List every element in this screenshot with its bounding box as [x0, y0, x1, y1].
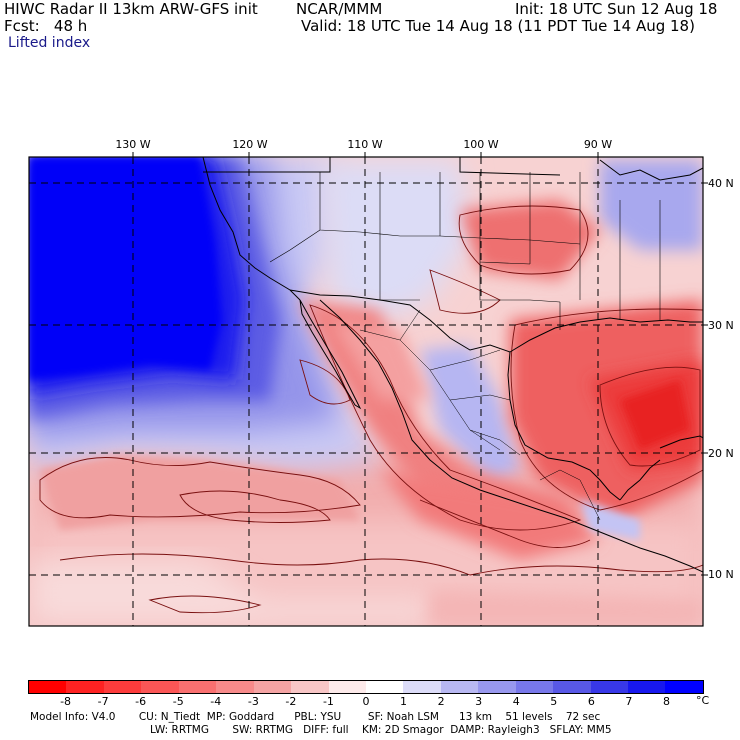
colorbar-segment — [141, 681, 179, 693]
colorbar-segment — [365, 681, 404, 693]
colorbar-tick-label: 7 — [625, 695, 633, 708]
graticule — [29, 157, 703, 626]
colorbar-tick-label: -5 — [172, 695, 184, 708]
colorbar-unit: °C — [696, 694, 710, 707]
colorbar-segment — [328, 681, 366, 693]
longitude-label: 120 W — [232, 138, 268, 151]
coastlines-and-borders — [202, 157, 703, 573]
colorbar-tick-label: -2 — [285, 695, 297, 708]
longitude-label: 110 W — [347, 138, 383, 151]
colorbar-tick-label: 1 — [400, 695, 408, 708]
colorbar-segment — [665, 681, 703, 693]
colorbar-segment — [178, 681, 217, 693]
field-name: Lifted index — [8, 35, 91, 51]
longitude-label: 100 W — [463, 138, 499, 151]
colorbar-tick-label: 8 — [662, 695, 670, 708]
init-time: Init: 18 UTC Sun 12 Aug 18 — [515, 0, 718, 18]
colorbar-tick-label: -8 — [60, 695, 72, 708]
state-borders — [269, 172, 661, 330]
colorbar-segment — [103, 681, 142, 693]
latitude-label: 10 N — [708, 568, 734, 581]
colorbar-tick-label: 0 — [362, 695, 370, 708]
colorbar-segment — [403, 681, 441, 693]
colorbar-segment — [216, 681, 254, 693]
longitude-label: 130 W — [115, 138, 151, 151]
colorbar-segment — [29, 681, 67, 693]
colorbar-segment — [515, 681, 554, 693]
colorbar-tick-label: 2 — [437, 695, 445, 708]
forecast-hour: Fcst: 48 h — [4, 17, 88, 35]
colorbar-segment — [478, 681, 516, 693]
longitude-label: 90 W — [583, 138, 613, 151]
colorbar — [28, 680, 704, 694]
colorbar-segment — [440, 681, 479, 693]
longitude-ticks — [132, 152, 599, 157]
colorbar-segment — [628, 681, 666, 693]
latitude-label: 40 N — [708, 177, 734, 190]
colorbar-segment — [590, 681, 628, 693]
colorbar-tick-label: -7 — [97, 695, 109, 708]
colorbar-tick-label: 6 — [587, 695, 595, 708]
organization-label: NCAR/MMM — [296, 0, 383, 18]
colorbar-tick-label: -6 — [135, 695, 147, 708]
map-frame — [28, 156, 704, 627]
colorbar-tick-label: -4 — [210, 695, 222, 708]
colorbar-segment — [66, 681, 104, 693]
colorbar-tick-label: 4 — [512, 695, 520, 708]
valid-time: Valid: 18 UTC Tue 14 Aug 18 (11 PDT Tue … — [301, 17, 695, 35]
mexico-state-borders — [359, 309, 601, 521]
colorbar-segment — [253, 681, 292, 693]
latitude-label: 20 N — [708, 447, 734, 460]
latitude-ticks — [703, 182, 708, 576]
colorbar-tick-label: 5 — [550, 695, 558, 708]
model-info-line-2: LW: RRTMG SW: RRTMG DIFF: full KM: 2D Sm… — [150, 724, 612, 736]
colorbar-tick-label: 3 — [475, 695, 483, 708]
model-title: HIWC Radar II 13km ARW-GFS init — [4, 0, 258, 18]
colorbar-tick-label: -1 — [322, 695, 334, 708]
model-info-line-1: Model Info: V4.0 CU: N_Tiedt MP: Goddard… — [30, 711, 601, 723]
colorbar-segment — [291, 681, 329, 693]
latitude-label: 30 N — [708, 319, 734, 332]
colorbar-tick-label: -3 — [247, 695, 259, 708]
field-shading — [29, 157, 703, 626]
colorbar-segment — [553, 681, 591, 693]
